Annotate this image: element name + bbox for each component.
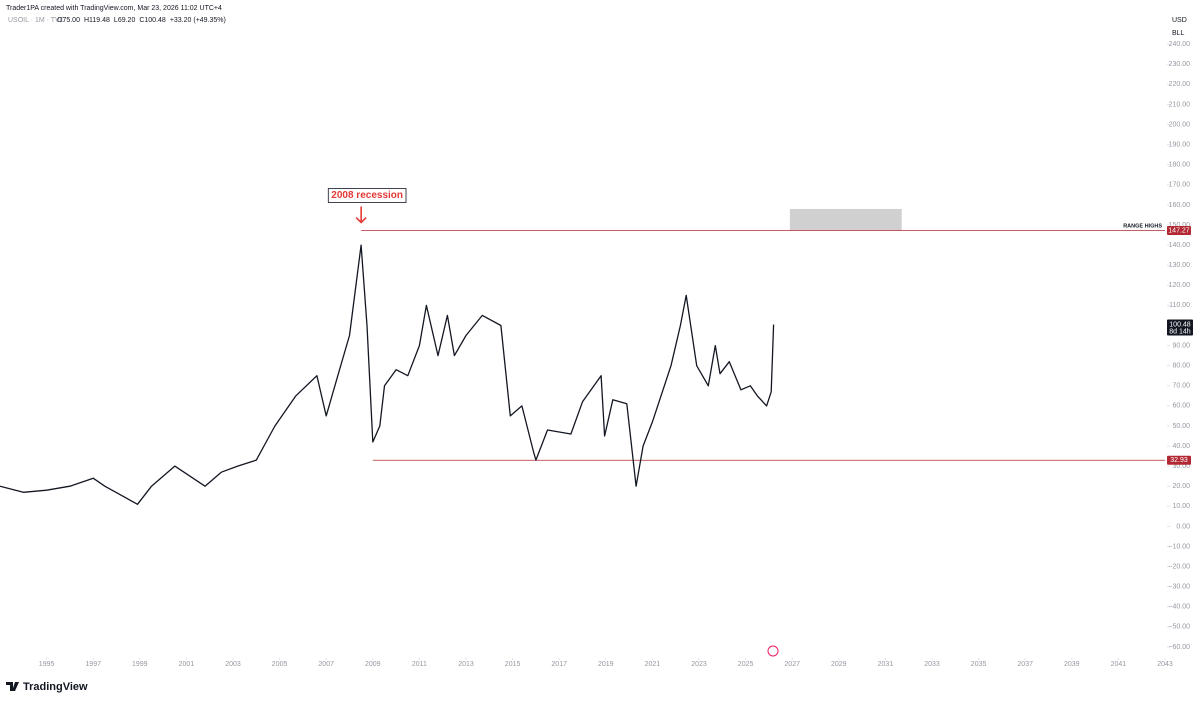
x-tick-label: 2037 — [1017, 661, 1033, 668]
level-note: RANGE HIGHS — [1123, 223, 1162, 229]
y-tick-label: 30.00 — [1172, 463, 1190, 470]
y-tick-label: 110.00 — [1169, 302, 1190, 309]
y-tick-label: −60.00 — [1168, 644, 1190, 651]
x-tick-label: 2031 — [878, 661, 894, 668]
ohlc-value: +33.20 (+49.35%) — [170, 17, 226, 24]
y-tick-label: 130.00 — [1169, 262, 1191, 269]
y-tick-label: −40.00 — [1168, 604, 1190, 611]
y-tick-label: 50.00 — [1172, 423, 1190, 430]
x-tick-label: 1995 — [39, 661, 55, 668]
y-tick-label: 240.00 — [1169, 41, 1191, 48]
x-tick-label: 2007 — [318, 661, 334, 668]
ohlc-value: C100.48 — [139, 17, 166, 24]
x-tick-label: 2023 — [691, 661, 707, 668]
x-tick-label: 2001 — [179, 661, 195, 668]
brand: TradingView — [23, 681, 88, 693]
x-tick-label: 2009 — [365, 661, 381, 668]
price-tag — [1167, 319, 1193, 336]
y-tick-label: 210.00 — [1169, 101, 1191, 108]
ohlc-legend: O75.00 H119.48 L69.20 C100.48 +33.20 (+49.35… — [57, 17, 226, 24]
logo-icon — [6, 682, 19, 691]
level-tag — [1167, 455, 1191, 465]
y-tick-label: 20.00 — [1172, 483, 1190, 490]
currency: USD — [1172, 17, 1187, 24]
x-tick-label: 2035 — [971, 661, 987, 668]
y-tick-label: 160.00 — [1169, 202, 1191, 209]
x-tick-label: 2025 — [738, 661, 754, 668]
x-tick-label: 2043 — [1157, 661, 1173, 668]
y-tick-label: −50.00 — [1168, 624, 1190, 631]
y-tick-label: 70.00 — [1172, 383, 1190, 390]
symbol: USOIL · 1M · TVC — [8, 17, 65, 24]
ohlc-value: L69.20 — [114, 17, 136, 24]
x-tick-label: 2039 — [1064, 661, 1080, 668]
y-tick-label: −20.00 — [1168, 563, 1190, 570]
y-tick-label: 150.00 — [1169, 222, 1191, 229]
y-tick-label: −30.00 — [1168, 584, 1190, 591]
x-tick-label: 1999 — [132, 661, 148, 668]
annotation-box — [327, 188, 407, 203]
y-tick-label: 230.00 — [1169, 61, 1191, 68]
level-tag — [1167, 226, 1191, 236]
annotation: 2008 recession — [331, 190, 403, 201]
y-tick-label: 40.00 — [1172, 443, 1190, 450]
range-box — [789, 208, 902, 231]
y-tick-label: 200.00 — [1169, 121, 1191, 128]
countdown: 8d 14h — [1169, 328, 1191, 335]
x-tick-label: 2013 — [458, 661, 474, 668]
x-tick-label: 2027 — [784, 661, 800, 668]
ohlc-value: O75.00 — [57, 17, 80, 24]
level-label: 147.27 — [1168, 227, 1190, 234]
x-tick-label: 2021 — [645, 661, 661, 668]
x-tick-label: 2041 — [1111, 661, 1127, 668]
y-tick-label: 120.00 — [1169, 282, 1191, 289]
ohlc-value: H119.48 — [84, 17, 110, 24]
x-tick-label: 2033 — [924, 661, 940, 668]
y-tick-label: 60.00 — [1172, 403, 1190, 410]
x-tick-label: 2005 — [272, 661, 288, 668]
logo: TradingView — [6, 681, 88, 693]
last-price: 100.48 — [1169, 321, 1191, 328]
y-tick-label: 90.00 — [1172, 342, 1190, 349]
x-tick-label: 1997 — [85, 661, 101, 668]
y-tick-label: 0.00 — [1176, 523, 1190, 530]
x-tick-label: 2029 — [831, 661, 847, 668]
x-tick-label: 2003 — [225, 661, 241, 668]
y-tick-label: 80.00 — [1172, 363, 1190, 370]
x-tick-label: 2017 — [551, 661, 567, 668]
y-tick-label: 140.00 — [1169, 242, 1191, 249]
y-tick-label: 220.00 — [1169, 81, 1191, 88]
y-tick-label: 170.00 — [1169, 182, 1191, 189]
y-tick-label: 180.00 — [1169, 162, 1191, 169]
y-tick-label: 10.00 — [1172, 503, 1190, 510]
x-tick-label: 2011 — [412, 661, 427, 668]
y-tick-label: −10.00 — [1168, 543, 1190, 550]
annotation-arrow — [355, 206, 367, 224]
x-tick-label: 2015 — [505, 661, 521, 668]
y-tick-label: 190.00 — [1169, 142, 1191, 149]
credit: Trader1PA created with TradingView.com, … — [6, 5, 222, 12]
x-tick-label: 2019 — [598, 661, 614, 668]
event-icon — [767, 645, 779, 657]
unit: BLL — [1172, 30, 1185, 37]
level-label: 32.93 — [1170, 457, 1188, 464]
price-line — [0, 244, 775, 505]
